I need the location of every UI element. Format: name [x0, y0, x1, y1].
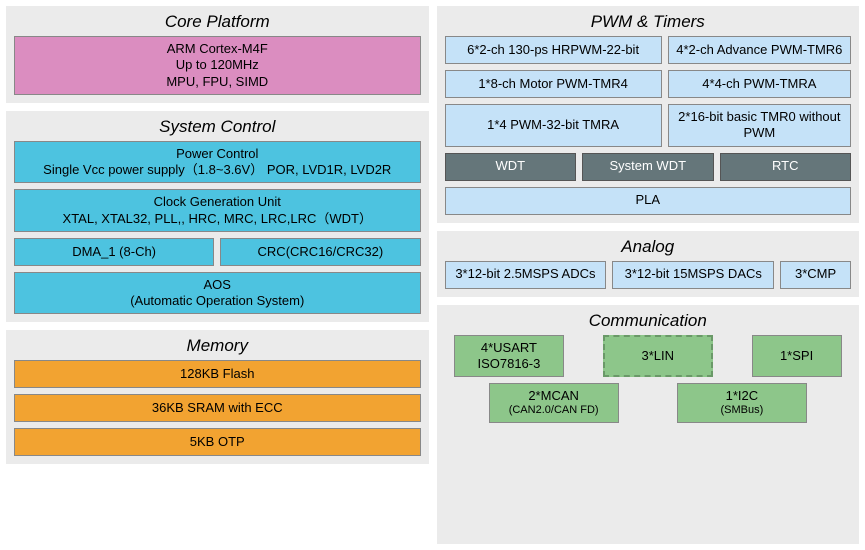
- clock-l2: XTAL, XTAL32, PLL,, HRC, MRC, LRC,LRC（WD…: [63, 211, 372, 227]
- tmr4-block: 1*8-ch Motor PWM-TMR4: [445, 70, 662, 98]
- section-title: Analog: [445, 237, 852, 257]
- syswdt-block: System WDT: [582, 153, 714, 181]
- tmra-block: 4*4-ch PWM-TMRA: [668, 70, 851, 98]
- tmr0-block: 2*16-bit basic TMR0 without PWM: [668, 104, 851, 147]
- lin-block: 3*LIN: [603, 335, 713, 378]
- mcan-block: 2*MCAN (CAN2.0/CAN FD): [489, 383, 619, 423]
- communication-section: Communication 4*USART ISO7816-3 3*LIN 1*…: [437, 305, 860, 545]
- core-line1: ARM Cortex-M4F: [167, 41, 268, 57]
- usart-l1: 4*USART: [481, 340, 537, 356]
- pla-block: PLA: [445, 187, 852, 215]
- otp-block: 5KB OTP: [14, 428, 421, 456]
- section-title: PWM & Timers: [445, 12, 852, 32]
- clock-l1: Clock Generation Unit: [154, 194, 281, 210]
- power-control-block: Power Control Single Vcc power supply（1.…: [14, 141, 421, 184]
- pwm-timers-section: PWM & Timers 6*2-ch 130-ps HRPWM-22-bit …: [437, 6, 860, 223]
- analog-section: Analog 3*12-bit 2.5MSPS ADCs 3*12-bit 15…: [437, 231, 860, 297]
- block-diagram: Core Platform ARM Cortex-M4F Up to 120MH…: [6, 6, 859, 544]
- section-title: Core Platform: [14, 12, 421, 32]
- tmra32-block: 1*4 PWM-32-bit TMRA: [445, 104, 662, 147]
- spi-block: 1*SPI: [752, 335, 842, 378]
- cmp-block: 3*CMP: [780, 261, 851, 289]
- system-control-section: System Control Power Control Single Vcc …: [6, 111, 429, 323]
- rtc-block: RTC: [720, 153, 852, 181]
- adc-block: 3*12-bit 2.5MSPS ADCs: [445, 261, 607, 289]
- mcan-l2: (CAN2.0/CAN FD): [509, 404, 599, 418]
- sram-block: 36KB SRAM with ECC: [14, 394, 421, 422]
- core-platform-section: Core Platform ARM Cortex-M4F Up to 120MH…: [6, 6, 429, 103]
- i2c-block: 1*I2C (SMBus): [677, 383, 807, 423]
- left-column: Core Platform ARM Cortex-M4F Up to 120MH…: [6, 6, 429, 544]
- usart-l2: ISO7816-3: [477, 356, 540, 372]
- aos-l2: (Automatic Operation System): [130, 293, 304, 309]
- memory-section: Memory 128KB Flash 36KB SRAM with ECC 5K…: [6, 330, 429, 464]
- flash-block: 128KB Flash: [14, 360, 421, 388]
- right-column: PWM & Timers 6*2-ch 130-ps HRPWM-22-bit …: [437, 6, 860, 544]
- clock-block: Clock Generation Unit XTAL, XTAL32, PLL,…: [14, 189, 421, 232]
- core-block: ARM Cortex-M4F Up to 120MHz MPU, FPU, SI…: [14, 36, 421, 95]
- core-line2: Up to 120MHz: [176, 57, 259, 73]
- aos-l1: AOS: [204, 277, 231, 293]
- power-l2: Single Vcc power supply（1.8~3.6V） POR, L…: [43, 162, 391, 178]
- tmr6-block: 4*2-ch Advance PWM-TMR6: [668, 36, 851, 64]
- i2c-l2: (SMBus): [720, 404, 763, 418]
- wdt-block: WDT: [445, 153, 577, 181]
- power-l1: Power Control: [176, 146, 258, 162]
- hrpwm-block: 6*2-ch 130-ps HRPWM-22-bit: [445, 36, 662, 64]
- section-title: Memory: [14, 336, 421, 356]
- crc-block: CRC(CRC16/CRC32): [220, 238, 420, 266]
- section-title: Communication: [445, 311, 852, 331]
- section-title: System Control: [14, 117, 421, 137]
- i2c-l1: 1*I2C: [726, 388, 759, 404]
- dac-block: 3*12-bit 15MSPS DACs: [612, 261, 774, 289]
- mcan-l1: 2*MCAN: [528, 388, 579, 404]
- dma-block: DMA_1 (8-Ch): [14, 238, 214, 266]
- usart-block: 4*USART ISO7816-3: [454, 335, 564, 378]
- core-line3: MPU, FPU, SIMD: [166, 74, 268, 90]
- aos-block: AOS (Automatic Operation System): [14, 272, 421, 315]
